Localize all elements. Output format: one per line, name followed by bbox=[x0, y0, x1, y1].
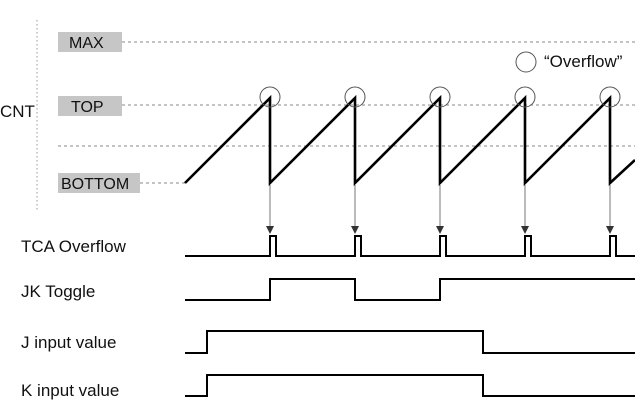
bottom-level-label: BOTTOM bbox=[61, 176, 129, 193]
overflow-marker-2 bbox=[344, 86, 366, 108]
cnt-label: CNT bbox=[0, 102, 35, 121]
overflow-marker-5 bbox=[599, 86, 621, 108]
counter-sawtooth bbox=[184, 94, 635, 187]
overflow-marker-1 bbox=[259, 86, 281, 108]
signal-label-tca-overflow: TCA Overflow bbox=[21, 237, 127, 256]
overflow-arrows bbox=[266, 185, 614, 234]
top-level-tag: TOP bbox=[58, 96, 122, 116]
waveform-tca-overflow bbox=[185, 235, 635, 257]
signal-label-jk-toggle: JK Toggle bbox=[21, 282, 95, 301]
max-level-label: MAX bbox=[69, 35, 104, 52]
bottom-level-tag: BOTTOM bbox=[58, 173, 140, 193]
waveform-jk-toggle bbox=[185, 278, 635, 301]
overflow-legend-label: “Overflow” bbox=[544, 52, 623, 71]
max-level-tag: MAX bbox=[58, 32, 122, 52]
overflow-legend: “Overflow” bbox=[515, 51, 623, 73]
waveform-j-input bbox=[185, 330, 635, 354]
overflow-legend-ring-icon bbox=[515, 51, 537, 73]
waveform-k-input bbox=[185, 374, 635, 397]
top-level-label: TOP bbox=[71, 99, 104, 116]
overflow-marker-4 bbox=[514, 86, 536, 108]
signal-label-k-input: K input value bbox=[21, 381, 119, 400]
overflow-marker-3 bbox=[429, 86, 451, 108]
signal-label-j-input: J input value bbox=[21, 333, 116, 352]
